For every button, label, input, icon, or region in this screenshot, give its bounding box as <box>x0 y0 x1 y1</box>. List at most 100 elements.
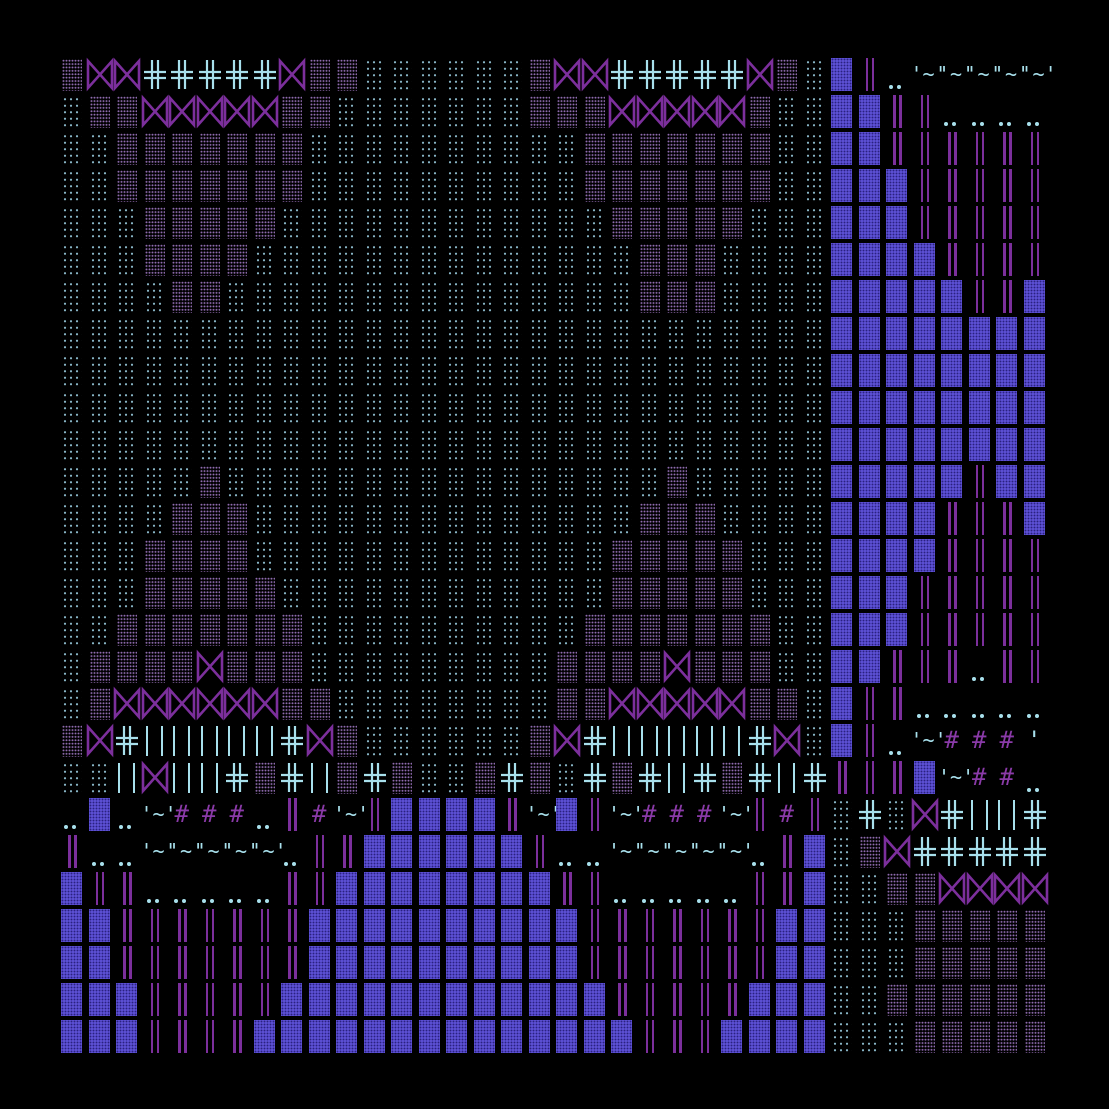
double-cross-icon <box>993 833 1021 870</box>
purple-double-bar <box>966 130 994 167</box>
sparse-cyan-dot-tile <box>86 463 114 500</box>
dense-lilac-dot-tile <box>251 574 279 611</box>
sparse-cyan-dot-tile <box>58 426 86 463</box>
purple-double-bar <box>801 796 829 833</box>
sparse-cyan-dot-tile <box>526 463 554 500</box>
sparse-cyan-dot-tile <box>856 981 884 1018</box>
cyan-pipes <box>718 722 746 759</box>
dense-lilac-dot-tile <box>746 167 774 204</box>
tilde-quote: '~' <box>965 62 1002 86</box>
blue-block-tile <box>443 870 471 907</box>
hash-glyph: # <box>669 800 684 828</box>
blue-block-tile <box>966 389 994 426</box>
blue-block-tile <box>773 1018 801 1055</box>
purple-double-bar <box>993 574 1021 611</box>
blue-block-tile <box>856 204 884 241</box>
blue-block-tile <box>1021 315 1049 352</box>
dense-lilac-dot-tile <box>608 574 636 611</box>
sparse-cyan-dot-tile <box>828 1018 856 1055</box>
sparse-cyan-dot-tile <box>718 241 746 278</box>
blue-block-tile <box>251 1018 279 1055</box>
sparse-cyan-dot-tile <box>718 278 746 315</box>
sparse-cyan-dot-tile <box>113 537 141 574</box>
purple-double-bar <box>718 981 746 1018</box>
bowtie-icon <box>141 685 169 722</box>
purple-double-bar <box>993 204 1021 241</box>
purple-double-bar <box>278 907 306 944</box>
sparse-cyan-dot-tile <box>361 352 389 389</box>
sparse-cyan-dot-tile <box>416 426 444 463</box>
tilde-quote: '~' <box>690 839 727 863</box>
sparse-cyan-dot-tile <box>498 463 526 500</box>
sparse-cyan-dot-tile <box>388 204 416 241</box>
sparse-cyan-dot-tile <box>278 426 306 463</box>
blue-block-tile <box>718 1018 746 1055</box>
sparse-cyan-dot-tile <box>388 685 416 722</box>
double-dot <box>553 833 581 870</box>
sparse-cyan-dot-tile <box>168 389 196 426</box>
blue-block-tile <box>58 981 86 1018</box>
blue-block-tile <box>828 426 856 463</box>
blue-block-tile <box>471 796 499 833</box>
sparse-cyan-dot-tile <box>223 463 251 500</box>
blue-block-tile <box>1021 426 1049 463</box>
sparse-cyan-dot-tile <box>553 389 581 426</box>
sparse-cyan-dot-tile <box>86 204 114 241</box>
cyan-pipes <box>773 759 801 796</box>
bowtie-icon <box>581 56 609 93</box>
blue-block-tile <box>58 944 86 981</box>
sparse-cyan-dot-tile <box>828 833 856 870</box>
sparse-cyan-dot-tile <box>141 500 169 537</box>
dense-lilac-dot-tile <box>581 130 609 167</box>
sparse-cyan-dot-tile <box>498 685 526 722</box>
blue-block-tile <box>856 167 884 204</box>
sparse-cyan-dot-tile <box>443 204 471 241</box>
dense-lilac-dot-tile <box>663 500 691 537</box>
purple-double-bar <box>883 685 911 722</box>
sparse-cyan-dot-tile <box>113 352 141 389</box>
blue-block-tile <box>828 204 856 241</box>
sparse-cyan-dot-tile <box>718 389 746 426</box>
sparse-cyan-dot-tile <box>498 574 526 611</box>
bowtie-icon <box>86 56 114 93</box>
dense-lilac-dot-tile <box>911 1018 939 1055</box>
sparse-cyan-dot-tile <box>306 204 334 241</box>
dense-lilac-dot-tile <box>663 574 691 611</box>
sparse-cyan-dot-tile <box>278 574 306 611</box>
blue-block-tile <box>911 426 939 463</box>
blue-block-tile <box>993 352 1021 389</box>
dense-lilac-dot-tile <box>883 870 911 907</box>
dense-lilac-dot-tile <box>168 241 196 278</box>
tilde-quote: '~' <box>250 839 287 863</box>
blue-block-tile <box>801 833 829 870</box>
purple-double-bar <box>993 648 1021 685</box>
sparse-cyan-dot-tile <box>471 389 499 426</box>
blue-block-tile <box>856 278 884 315</box>
blue-block-tile <box>938 278 966 315</box>
tilde-quote: '~' <box>663 839 700 863</box>
sparse-cyan-dot-tile <box>306 352 334 389</box>
double-cross-icon <box>223 56 251 93</box>
blue-block-tile <box>86 796 114 833</box>
sparse-cyan-dot-tile <box>471 611 499 648</box>
sparse-cyan-dot-tile <box>498 426 526 463</box>
sparse-cyan-dot-tile <box>581 574 609 611</box>
dense-lilac-dot-tile <box>746 611 774 648</box>
dense-lilac-dot-tile <box>196 204 224 241</box>
sparse-cyan-dot-tile <box>86 611 114 648</box>
purple-double-bar <box>966 241 994 278</box>
sparse-cyan-dot-tile <box>581 278 609 315</box>
sparse-cyan-dot-tile <box>333 574 361 611</box>
purple-double-bar <box>1021 130 1049 167</box>
purple-double-bar <box>113 870 141 907</box>
sparse-cyan-dot-tile <box>416 759 444 796</box>
blue-block-tile <box>993 315 1021 352</box>
blue-block-tile <box>856 241 884 278</box>
sparse-cyan-dot-tile <box>443 685 471 722</box>
dense-lilac-dot-tile <box>251 130 279 167</box>
double-dot <box>113 833 141 870</box>
double-cross-icon <box>608 56 636 93</box>
blue-block-tile <box>883 352 911 389</box>
blue-block-tile <box>388 870 416 907</box>
blue-block-tile <box>828 56 856 93</box>
